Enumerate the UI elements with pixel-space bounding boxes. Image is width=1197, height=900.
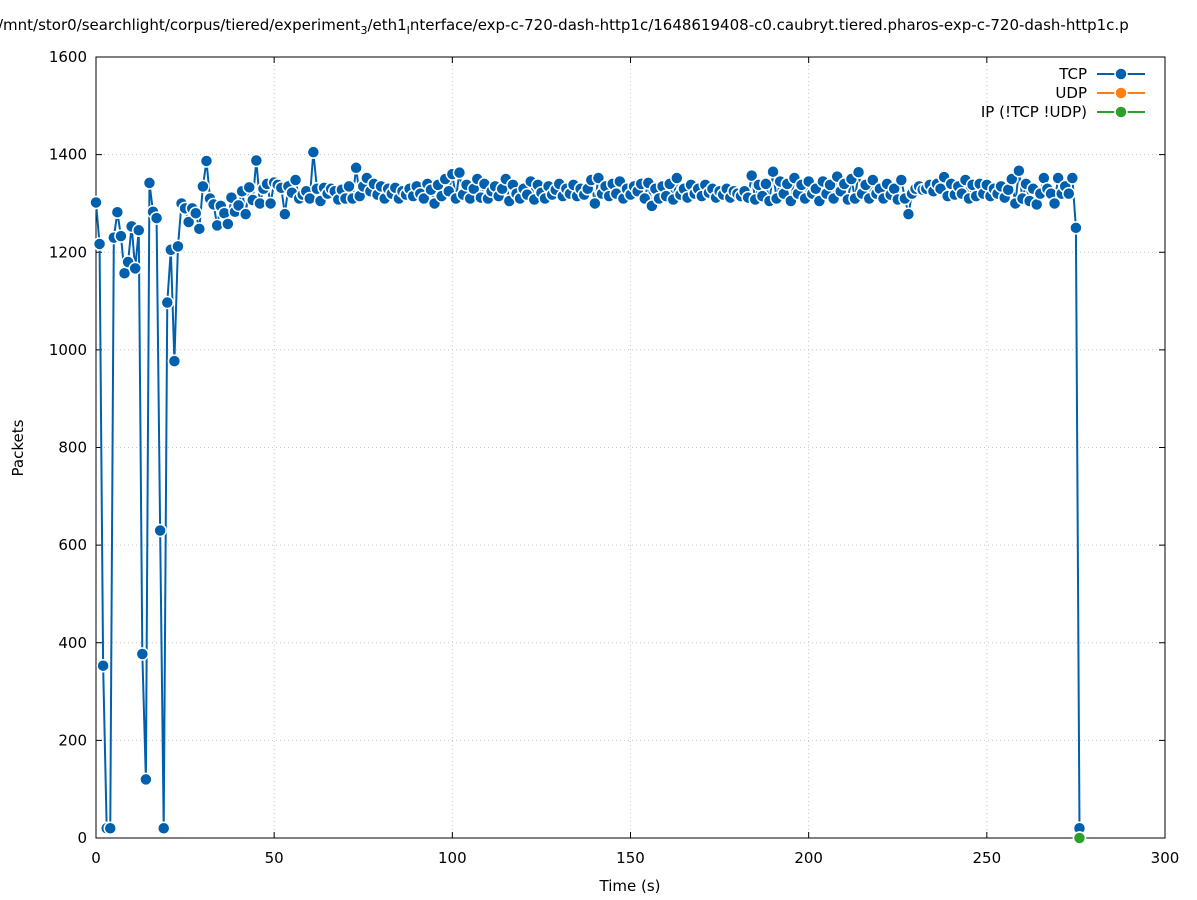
data-point: [417, 191, 431, 206]
data-point: [238, 207, 253, 221]
data-point: [139, 772, 153, 787]
data-point: [153, 523, 167, 538]
data-point: [231, 198, 246, 213]
y-tick-label: 600: [58, 536, 87, 554]
legend-marker: [1114, 105, 1128, 119]
data-point: [196, 179, 210, 194]
x-tick-label: 100: [438, 849, 467, 867]
data-point: [759, 177, 773, 191]
data-point: [342, 179, 356, 194]
legend-marker: [1114, 67, 1128, 81]
data-point: [92, 237, 107, 251]
data-point: [132, 223, 146, 238]
data-point: [103, 821, 118, 835]
data-point: [1072, 831, 1087, 845]
data-point: [221, 217, 235, 231]
data-point: [588, 196, 602, 211]
data-point: [766, 164, 780, 179]
y-tick-label: 1200: [49, 243, 87, 261]
data-point: [670, 171, 684, 185]
data-point: [1069, 221, 1083, 235]
data-point: [901, 207, 916, 221]
legend-label: TCP: [1058, 65, 1087, 83]
legend-label: UDP: [1055, 84, 1087, 102]
data-point: [278, 207, 292, 221]
data-point: [149, 211, 164, 225]
x-tick-label: 250: [973, 849, 1002, 867]
y-tick-label: 800: [58, 439, 87, 457]
data-point: [1065, 171, 1080, 185]
x-tick-label: 300: [1151, 849, 1180, 867]
data-point: [452, 165, 467, 180]
legend-label: IP (!TCP !UDP): [981, 103, 1087, 121]
data-point: [167, 354, 182, 368]
data-point: [135, 647, 150, 661]
y-tick-label: 1000: [49, 341, 87, 359]
data-point: [1062, 186, 1076, 201]
data-point: [189, 206, 203, 220]
data-point: [1012, 163, 1026, 178]
x-tick-label: 150: [616, 849, 645, 867]
data-point: [249, 153, 264, 168]
y-tick-label: 400: [58, 634, 87, 652]
title-part: I: [407, 24, 410, 37]
data-point: [171, 239, 185, 254]
y-axis-label: Packets: [9, 419, 27, 476]
y-tick-label: 1600: [49, 48, 87, 66]
data-point: [263, 196, 278, 211]
plot-border: [95, 56, 1166, 839]
data-point: [851, 165, 866, 179]
data-point: [156, 821, 171, 835]
title-part: /eth1: [367, 16, 406, 34]
title-part: /mnt/stor0/searchlight/corpus/tiered/exp…: [0, 16, 361, 34]
data-point: [96, 658, 110, 673]
title-part: nterface/exp-c-720-dash-http1c/164861940…: [410, 16, 1129, 34]
data-point: [894, 173, 909, 187]
data-point: [349, 161, 363, 175]
title-part: 3: [360, 24, 367, 37]
data-point: [242, 180, 256, 195]
data-point: [288, 173, 303, 187]
data-point: [160, 295, 175, 310]
x-tick-label: 50: [265, 849, 284, 867]
data-point: [192, 222, 207, 236]
x-tick-label: 0: [91, 849, 101, 867]
y-tick-label: 200: [58, 731, 87, 749]
data-point: [199, 154, 214, 168]
data-point: [1047, 196, 1062, 211]
x-axis-label: Time (s): [599, 877, 661, 895]
data-point: [744, 168, 759, 183]
data-point: [128, 261, 142, 276]
data-point: [89, 195, 103, 210]
data-point: [142, 176, 157, 190]
series-line: [95, 152, 1081, 830]
data-point: [181, 215, 196, 229]
y-tick-label: 0: [77, 829, 87, 847]
x-tick-label: 200: [794, 849, 823, 867]
y-tick-label: 1400: [49, 146, 87, 164]
legend-marker: [1114, 86, 1128, 100]
data-point: [306, 145, 321, 159]
data-point: [114, 229, 128, 243]
chart-title: /mnt/stor0/searchlight/corpus/tiered/exp…: [0, 16, 1129, 37]
data-point: [110, 205, 125, 219]
data-point: [866, 173, 880, 187]
